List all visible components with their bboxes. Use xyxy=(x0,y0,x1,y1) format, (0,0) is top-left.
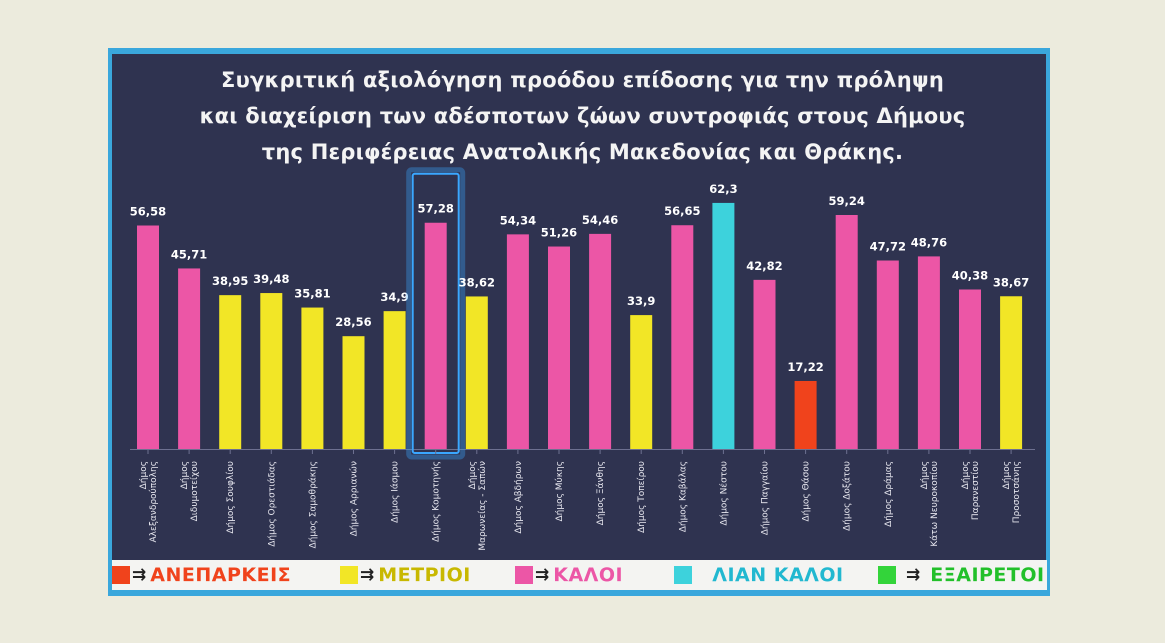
legend-item-kaloi: ⇉ ΚΑΛΟΙ xyxy=(515,560,623,590)
bar xyxy=(178,268,201,449)
bar xyxy=(917,256,940,449)
legend-swatch-metrioi xyxy=(340,566,358,584)
bar xyxy=(1000,296,1023,449)
double-arrow-icon: ⇉ xyxy=(360,565,375,585)
legend-item-anepar: ⇉ ΑΝΕΠΑΡΚΕΙΣ xyxy=(112,560,291,590)
category-label: Δήμος xyxy=(139,461,149,489)
bar xyxy=(794,380,817,449)
legend-label-lian-kaloi: ΛΙΑΝ ΚΑΛΟΙ xyxy=(712,564,844,586)
category-label: Δήμος Παγγαίου xyxy=(761,461,771,535)
legend: ⇉ ΑΝΕΠΑΡΚΕΙΣ ⇉ ΜΕΤΡΙΟΙ ⇉ ΚΑΛΟΙ ⇉ ΛΙΑΝ ΚΑ… xyxy=(112,560,1047,590)
category-label: Δήμος Μύκης xyxy=(554,461,565,522)
bar xyxy=(548,246,570,449)
category-label: Δήμος Τοπείρου xyxy=(637,461,647,533)
category-label: Δήμος Ιάσμου xyxy=(391,461,401,523)
value-label: 47,72 xyxy=(870,240,906,254)
chart-title: Συγκριτική αξιολόγηση προόδου επίδοσης γ… xyxy=(0,62,1165,170)
value-label: 40,38 xyxy=(952,268,988,282)
category-label: Δήμος Σαμοθράκης xyxy=(308,461,318,549)
category-label: Δήμος Καβάλας xyxy=(678,461,688,532)
value-label: 54,34 xyxy=(500,213,536,227)
category-label: Δήμος Δοξάτου xyxy=(843,461,853,531)
bar xyxy=(260,293,283,449)
bar xyxy=(589,233,612,449)
title-line-2: και διαχείριση των αδέσποτων ζώων συντρο… xyxy=(199,104,966,128)
legend-item-exairetoi: ⇉ ΕΞΑΙΡΕΤΟΙ xyxy=(878,560,1045,590)
bar xyxy=(876,260,899,449)
value-label: 33,9 xyxy=(627,294,655,308)
category-label: Δήμος Ορεστιάδας xyxy=(267,461,277,547)
double-arrow-icon: ⇉ xyxy=(535,565,550,585)
category-label: Μαρωνείας - Σαπών xyxy=(477,461,488,551)
category-label: Δήμος Νέστου xyxy=(718,461,729,526)
category-label: Δήμος Σουφλίου xyxy=(226,461,236,534)
bar xyxy=(137,225,159,449)
title-line-1: Συγκριτική αξιολόγηση προόδου επίδοσης γ… xyxy=(221,68,944,92)
legend-item-metrioi: ⇉ ΜΕΤΡΙΟΙ xyxy=(340,560,471,590)
legend-item-lian-kaloi: ⇉ ΛΙΑΝ ΚΑΛΟΙ xyxy=(674,560,844,590)
legend-label-exairetoi: ΕΞΑΙΡΕΤΟΙ xyxy=(930,564,1045,586)
bar xyxy=(753,279,776,449)
bar xyxy=(342,336,365,449)
legend-label-metrioi: ΜΕΤΡΙΟΙ xyxy=(378,564,471,586)
category-label: Δήμος xyxy=(180,461,190,489)
value-label: 38,62 xyxy=(459,275,495,289)
bar xyxy=(465,296,488,449)
value-label: 59,24 xyxy=(829,194,865,208)
legend-label-anepar: ΑΝΕΠΑΡΚΕΙΣ xyxy=(150,564,292,586)
legend-swatch-anepar xyxy=(112,566,130,584)
bar xyxy=(959,289,981,449)
category-label: Δήμος Θάσου xyxy=(802,461,812,522)
bar xyxy=(383,311,406,449)
category-label: Δήμος Αρριανών xyxy=(349,461,360,536)
value-label: 38,67 xyxy=(993,275,1029,289)
legend-swatch-lian-kaloi xyxy=(674,566,692,584)
legend-swatch-kaloi xyxy=(515,566,533,584)
category-label: Δήμος xyxy=(961,461,971,489)
legend-label-kaloi: ΚΑΛΟΙ xyxy=(553,564,624,586)
value-label: 48,76 xyxy=(911,235,947,249)
value-label: 38,95 xyxy=(212,274,248,288)
double-arrow-icon: ⇉ xyxy=(132,565,147,585)
category-label: Δήμος Δράμας xyxy=(884,461,894,527)
value-label: 45,71 xyxy=(171,247,207,261)
category-label: Δήμος Ξάνθης xyxy=(596,461,606,525)
category-label: Κάτω Νευροκοπίου xyxy=(930,461,940,547)
bar xyxy=(506,234,529,449)
category-label: Προσοτσάνης xyxy=(1012,461,1022,523)
value-label: 57,28 xyxy=(418,202,454,216)
value-label: 39,48 xyxy=(253,272,289,286)
bar xyxy=(301,307,324,449)
value-label: 56,65 xyxy=(664,204,700,218)
value-label: 51,26 xyxy=(541,226,577,240)
bar xyxy=(630,315,653,449)
category-label: Αλεξανδρούπολης xyxy=(148,461,159,543)
bar xyxy=(712,202,735,449)
category-label: Δήμος Κομοτηνής xyxy=(432,461,442,542)
title-line-3: της Περιφέρειας Ανατολικής Μακεδονίας κα… xyxy=(261,140,904,164)
value-label: 35,81 xyxy=(294,287,330,301)
category-label: Δήμος xyxy=(920,461,930,489)
value-label: 56,58 xyxy=(130,205,166,219)
bar xyxy=(835,215,858,449)
category-label: Δήμος Αβδήρων xyxy=(514,461,524,534)
category-label: Δήμος xyxy=(468,461,478,489)
value-label: 62,3 xyxy=(709,182,737,196)
bar xyxy=(424,222,447,449)
category-label: Δήμος xyxy=(1002,461,1012,489)
value-label: 17,22 xyxy=(787,360,823,374)
value-label: 28,56 xyxy=(335,315,371,329)
value-label: 54,46 xyxy=(582,213,618,227)
legend-swatch-exairetoi xyxy=(878,566,896,584)
highlight-glow xyxy=(406,167,466,460)
bar xyxy=(219,295,242,449)
double-arrow-icon: ⇉ xyxy=(906,565,921,585)
value-label: 34,9 xyxy=(380,290,408,304)
category-label: Παρανεστίου xyxy=(971,461,981,520)
value-label: 42,82 xyxy=(746,259,782,273)
bar xyxy=(671,225,694,449)
category-label: Διδυμοτείχου xyxy=(190,461,200,521)
